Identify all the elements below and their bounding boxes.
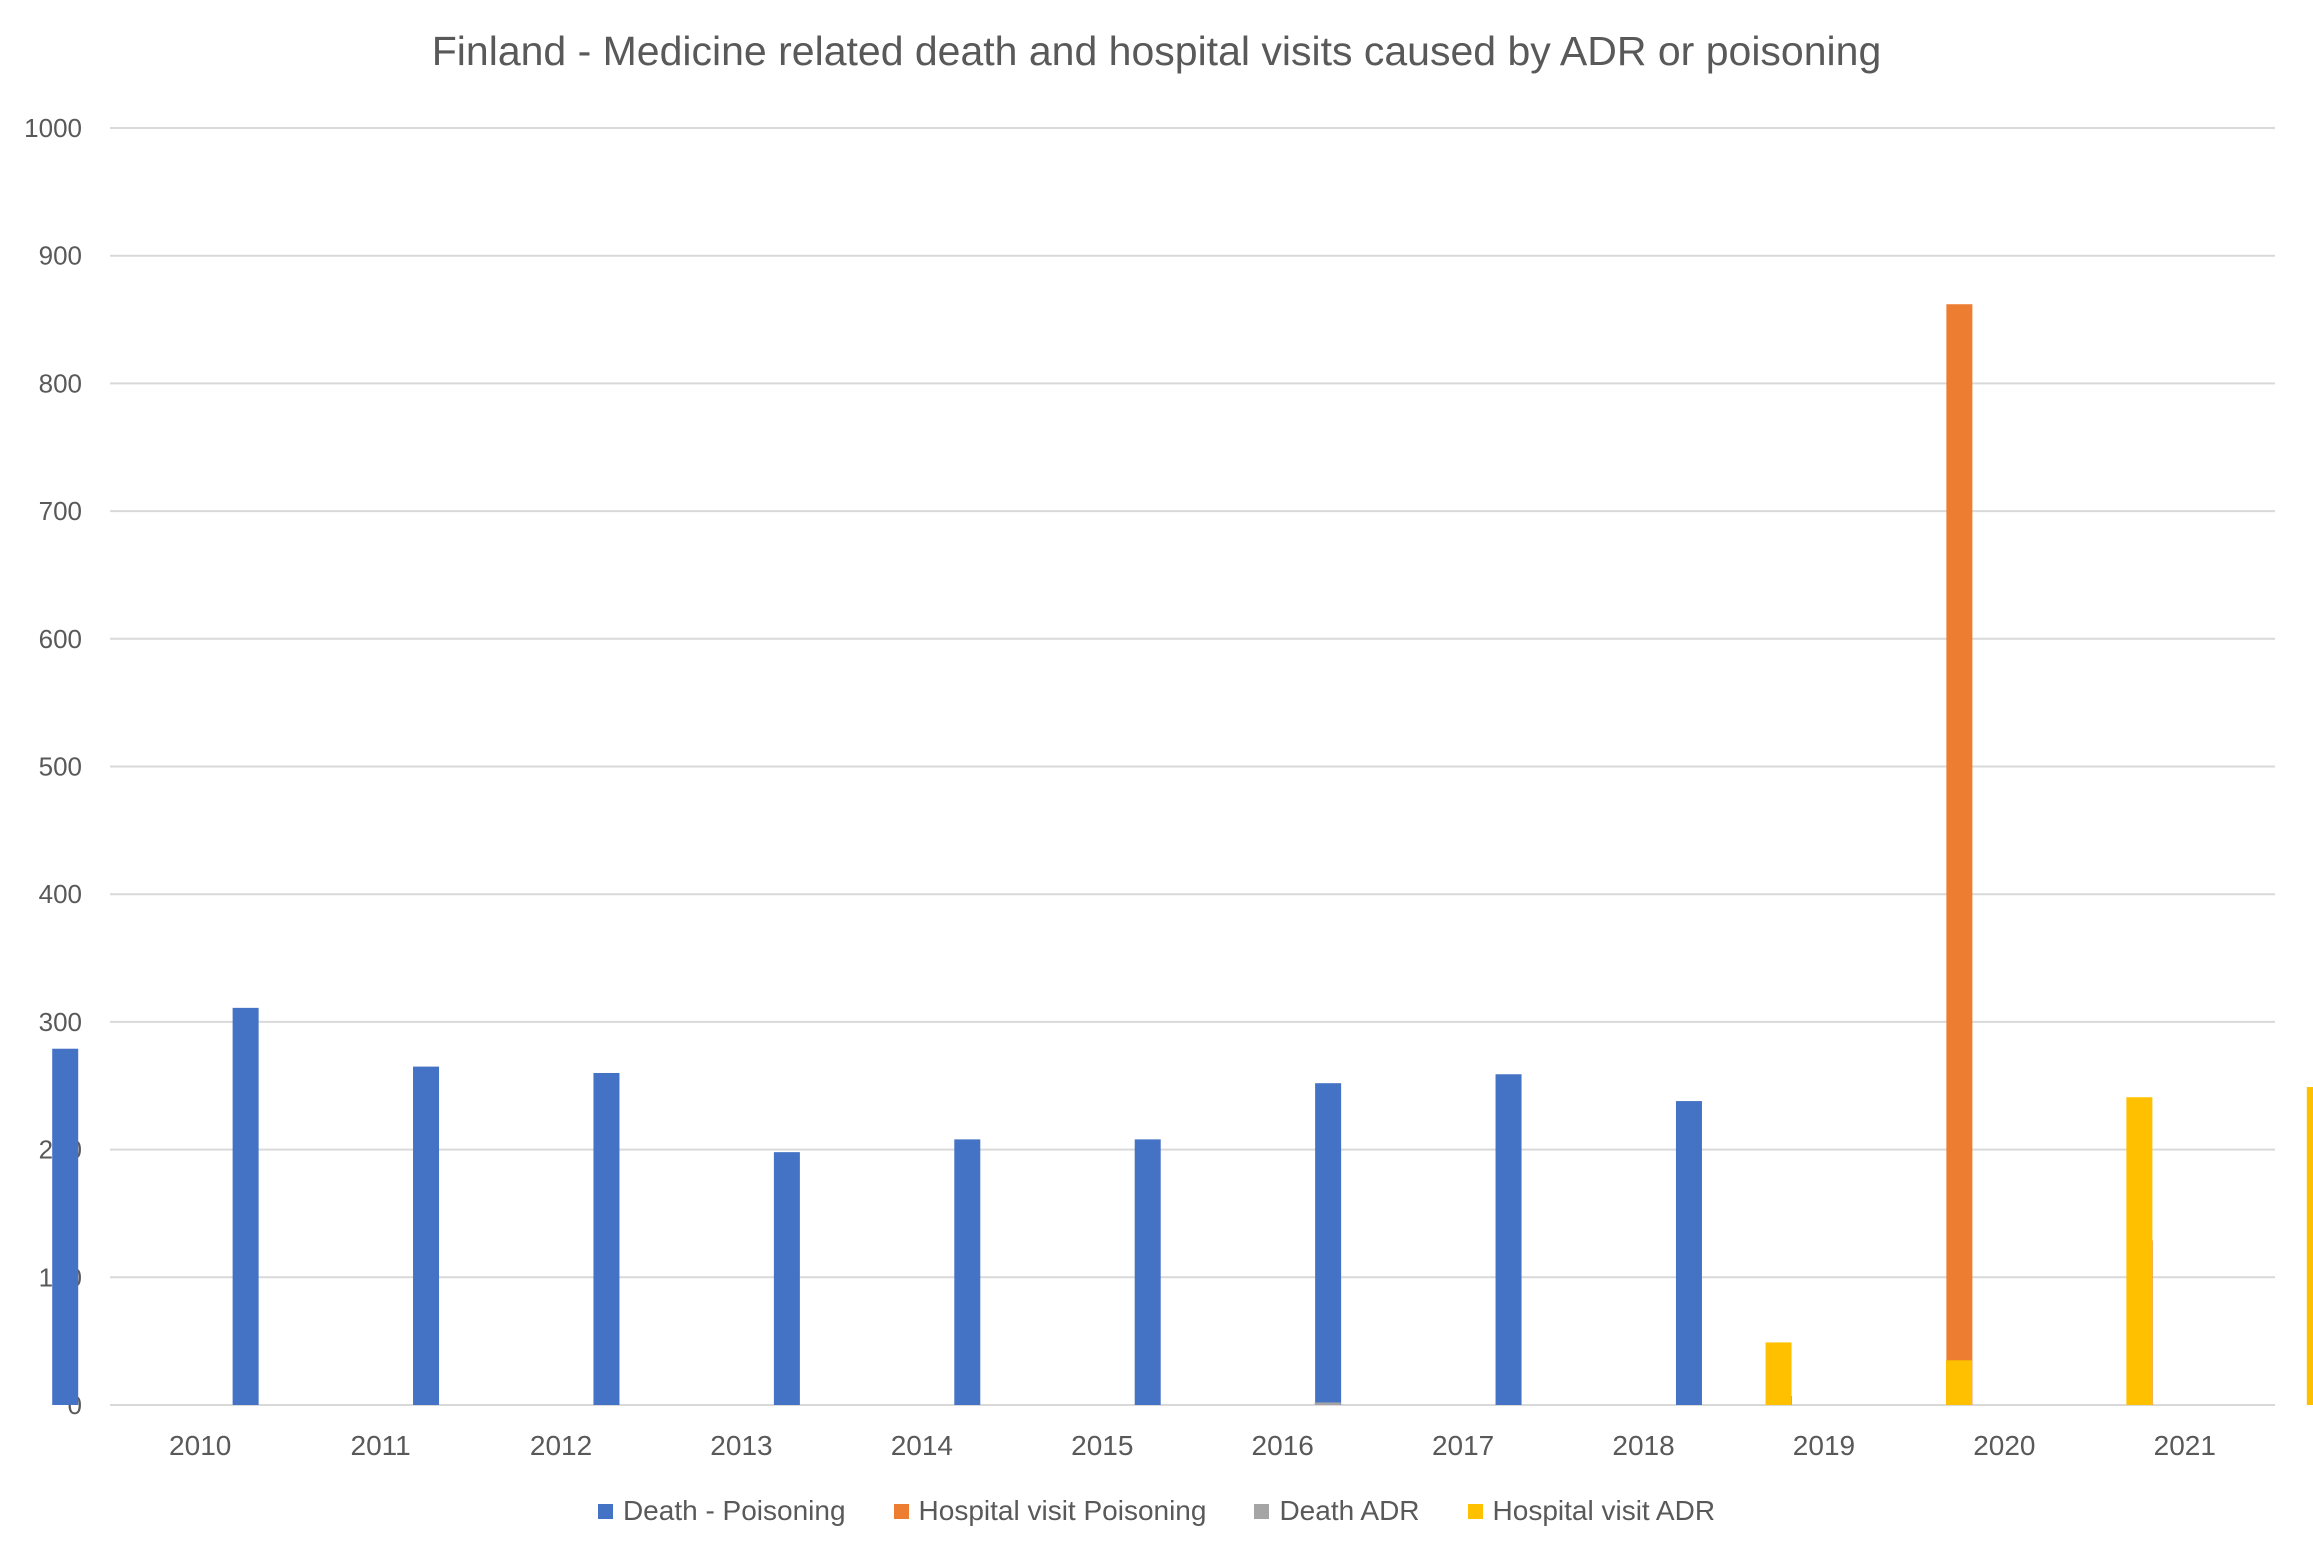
bar-death-poisoning-2016 xyxy=(1134,1139,1161,1405)
bar-death-poisoning-2015 xyxy=(954,1139,981,1405)
x-tick-label: 2020 xyxy=(1973,1430,2035,1461)
y-tick-label: 300 xyxy=(39,1007,82,1037)
x-tick-label: 2010 xyxy=(169,1430,231,1461)
legend-item: Death - Poisoning xyxy=(597,1495,846,1527)
legend-swatch xyxy=(1254,1503,1270,1519)
y-tick-label: 500 xyxy=(39,752,82,782)
x-tick-label: 2014 xyxy=(891,1430,953,1461)
y-tick-label: 800 xyxy=(39,368,82,398)
bar-hospital-visit-poisoning-2020 xyxy=(1946,304,1973,1405)
x-tick-label: 2021 xyxy=(2154,1430,2216,1461)
x-tick-label: 2013 xyxy=(710,1430,772,1461)
y-tick-label: 600 xyxy=(39,624,82,654)
y-tick-label: 1000 xyxy=(24,113,82,143)
legend-label: Death - Poisoning xyxy=(622,1495,846,1526)
bar-death-poisoning-2017 xyxy=(1315,1083,1342,1405)
y-tick-label: 400 xyxy=(39,879,82,909)
x-tick-label: 2012 xyxy=(530,1430,592,1461)
x-tick-label: 2019 xyxy=(1793,1430,1855,1461)
bar-death-poisoning-2013 xyxy=(593,1072,620,1405)
bar-death-poisoning-2010 xyxy=(52,1048,79,1405)
bar-hospital-visit-adr-2020 xyxy=(2126,1097,2153,1405)
legend-swatch xyxy=(1467,1503,1483,1519)
legend-item: Death ADR xyxy=(1254,1495,1420,1527)
legend-label: Hospital visit ADR xyxy=(1492,1495,1716,1526)
legend-label: Death ADR xyxy=(1279,1495,1420,1526)
x-tick-label: 2017 xyxy=(1432,1430,1494,1461)
bar-death-adr-2016 xyxy=(1314,1402,1341,1405)
bar-death-poisoning-2011 xyxy=(232,1007,259,1405)
x-tick-label: 2018 xyxy=(1612,1430,1674,1461)
x-tick-label: 2015 xyxy=(1071,1430,1133,1461)
legend-item: Hospital visit Poisoning xyxy=(893,1495,1207,1527)
y-tick-label: 900 xyxy=(39,241,82,271)
legend-label: Hospital visit Poisoning xyxy=(918,1495,1207,1526)
bar-death-poisoning-2012 xyxy=(413,1066,440,1405)
bar-hospital-visit-adr-2019 xyxy=(1945,1360,1972,1405)
legend-swatch xyxy=(597,1503,613,1519)
legend-swatch xyxy=(893,1503,909,1519)
bar-hospital-visit-adr-2021 xyxy=(2306,1087,2313,1405)
bar-death-poisoning-2014 xyxy=(773,1152,800,1405)
legend-item: Hospital visit ADR xyxy=(1467,1495,1716,1527)
chart-title: Finland - Medicine related death and hos… xyxy=(431,28,1882,74)
bar-death-poisoning-2018 xyxy=(1495,1074,1522,1405)
legend: Death - Poisoning Hospital visit Poisonin… xyxy=(0,1495,2313,1527)
bar-hospital-visit-adr-2018 xyxy=(1765,1342,1792,1405)
x-tick-label: 2011 xyxy=(351,1430,411,1461)
bar-death-poisoning-2019 xyxy=(1675,1101,1702,1405)
y-tick-label: 700 xyxy=(39,496,82,526)
x-tick-label: 2016 xyxy=(1252,1430,1314,1461)
